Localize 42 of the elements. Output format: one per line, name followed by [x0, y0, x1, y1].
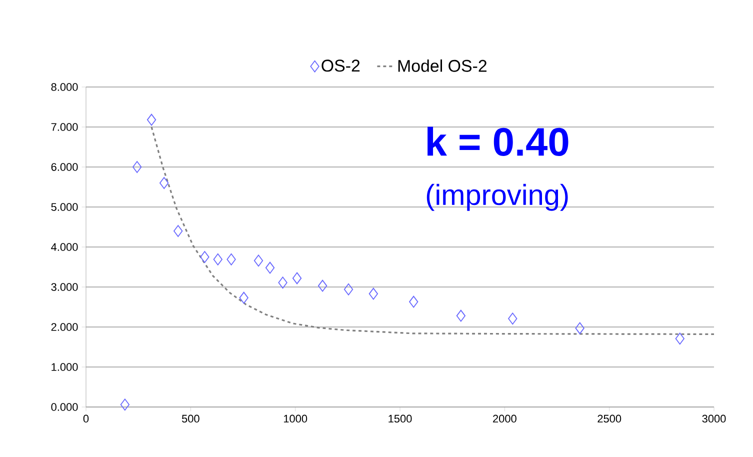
- annotation: k = 0.40: [428, 126, 568, 156]
- y-tick-label: 3.000: [51, 283, 78, 291]
- x-tick-label: 2000: [493, 414, 516, 423]
- y-tick-label: 6.000: [51, 163, 78, 171]
- annotation: (improving): [426, 184, 568, 211]
- x-tick-label: 1000: [284, 414, 308, 423]
- x-tick-label: 0: [83, 414, 89, 423]
- y-tick-label: 7.000: [51, 123, 78, 131]
- point: [575, 322, 584, 334]
- point: [160, 177, 169, 189]
- point: [456, 310, 466, 322]
- point: [226, 253, 236, 266]
- point: [508, 312, 518, 325]
- y-tick-label: 4.000: [51, 243, 78, 251]
- y-tick-label: 8.000: [51, 83, 78, 91]
- legend-label: OS-2: [322, 60, 360, 72]
- point: [146, 114, 156, 126]
- y-tick-label: 1.000: [52, 363, 78, 371]
- point: [409, 296, 418, 308]
- point: [239, 292, 248, 304]
- point: [675, 332, 684, 345]
- point: [254, 254, 264, 267]
- point: [120, 398, 130, 411]
- y-tick-label: 2.000: [51, 323, 78, 331]
- x-tick-label: 3000: [702, 414, 726, 423]
- point: [174, 225, 183, 237]
- point: [132, 161, 142, 173]
- point: [278, 276, 288, 289]
- x-tick-label: 500: [182, 414, 200, 423]
- y-tick-label: 5.000: [51, 203, 78, 211]
- point: [318, 280, 328, 292]
- x-tick-label: 1500: [388, 414, 412, 423]
- point: [292, 272, 302, 284]
- legend-label: Model OS-2: [398, 59, 486, 72]
- line-series: [150, 126, 715, 335]
- point: [200, 251, 210, 263]
- x-tick-label: 2500: [598, 414, 622, 423]
- point: [265, 262, 275, 274]
- point: [213, 253, 222, 266]
- point: [368, 288, 378, 300]
- y-tick-label: 0.000: [51, 403, 78, 411]
- point: [344, 283, 354, 296]
